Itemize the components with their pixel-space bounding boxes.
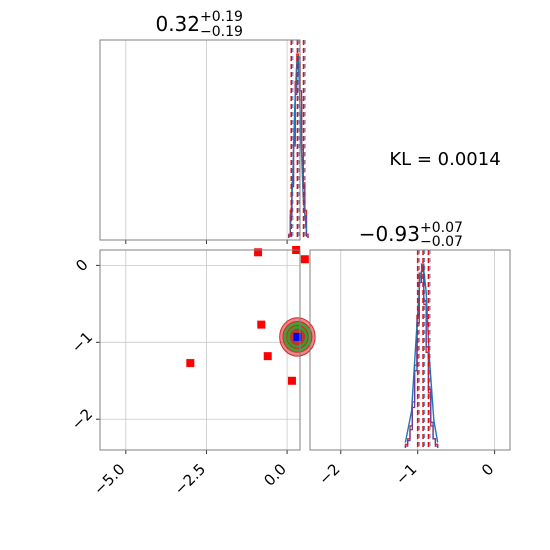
scatter-center-marker [293,332,302,341]
hist-y-title-median: −0.93 [359,222,420,246]
scatter-marker [257,320,266,329]
scatter-y-tick-label: −2 [68,405,96,433]
hist-y-title: −0.93 [359,222,420,246]
hist-y-frame [309,249,511,451]
scatter-x-tick-label: 0.0 [260,460,290,490]
hist-panel-x [99,39,309,244]
scatter-y-tick-label: −1 [68,328,96,356]
hist-y-tick-label: 0 [478,460,497,479]
scatter-marker [254,248,263,257]
hist-x-title-plus: +0.19 [200,9,243,25]
hist-y-kde-curve [404,263,439,443]
hist-x-title-median: 0.32 [155,12,200,36]
scatter-marker [186,359,195,368]
hist-x-kde-curve [289,55,308,231]
hist-y-tick-label: −2 [315,460,343,488]
scatter-marker [287,376,296,385]
hist-x-frame [99,39,301,241]
scatter-frame [99,249,301,451]
hist-y-title-minus: −0.07 [420,234,463,250]
scatter-y-tick-label: 0 [72,256,91,275]
scatter-x-tick-label: −5.0 [90,460,128,498]
hist-y-title-plus: +0.07 [420,220,463,236]
scatter-marker [300,255,309,264]
scatter-panel: −5.0 −2.5 0.0 0 −1 −2 [68,246,316,499]
scatter-x-tick-label: −2.5 [171,460,209,498]
hist-y-tick-label: −1 [392,460,420,488]
kl-label: KL = 0.0014 [389,149,500,170]
hist-y-hist-series-1 [404,270,439,448]
hist-x-title: 0.32 [155,12,200,36]
hist-panel-y: −2 −1 0 [309,249,511,488]
hist-x-title-minus: −0.19 [200,24,243,40]
scatter-marker [263,352,272,361]
